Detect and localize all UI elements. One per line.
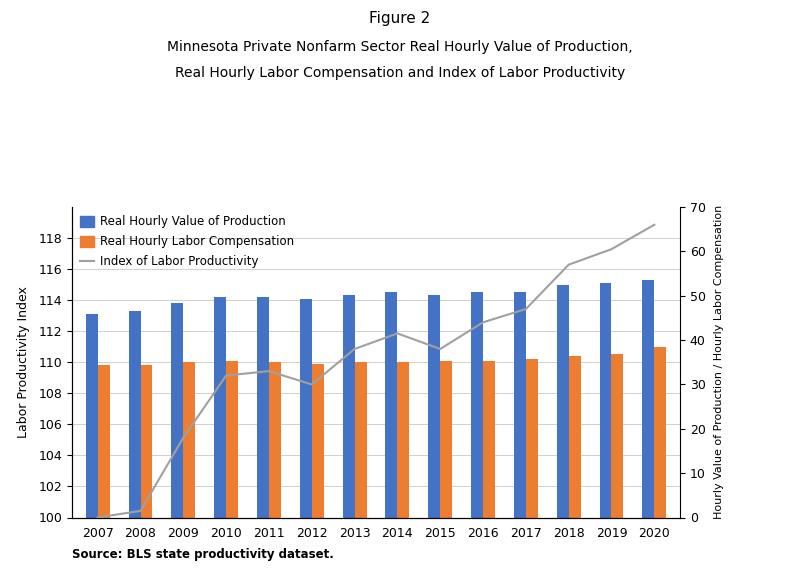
Legend: Real Hourly Value of Production, Real Hourly Labor Compensation, Index of Labor : Real Hourly Value of Production, Real Ho… [78,213,297,271]
Bar [569,356,581,575]
Bar [514,293,526,575]
Bar [183,362,195,575]
Bar [398,362,410,575]
Text: Source: BLS state productivity dataset.: Source: BLS state productivity dataset. [72,547,334,561]
Bar [599,283,611,575]
Bar [471,293,483,575]
Bar [214,297,226,575]
Bar [98,365,110,575]
Bar [557,285,569,575]
Bar [171,303,183,575]
Bar [257,297,269,575]
Bar [428,296,440,575]
Bar [141,365,153,575]
Bar [342,296,354,575]
Bar [440,361,452,575]
Bar [226,361,238,575]
Bar [526,359,538,575]
Y-axis label: Labor Productivity Index: Labor Productivity Index [17,286,30,438]
Bar [312,364,324,575]
Bar [269,362,281,575]
Text: Minnesota Private Nonfarm Sector Real Hourly Value of Production,: Minnesota Private Nonfarm Sector Real Ho… [167,40,633,54]
Text: Real Hourly Labor Compensation and Index of Labor Productivity: Real Hourly Labor Compensation and Index… [175,66,625,80]
Bar [654,347,666,575]
Bar [483,361,495,575]
Bar [300,298,312,575]
Y-axis label: Hourly Value of Production / Hourly Labor Compensation: Hourly Value of Production / Hourly Labo… [714,205,724,519]
Bar [354,362,366,575]
Text: Figure 2: Figure 2 [370,12,430,26]
Bar [386,293,398,575]
Bar [611,354,623,575]
Bar [86,314,98,575]
Bar [129,311,141,575]
Bar [642,280,654,575]
